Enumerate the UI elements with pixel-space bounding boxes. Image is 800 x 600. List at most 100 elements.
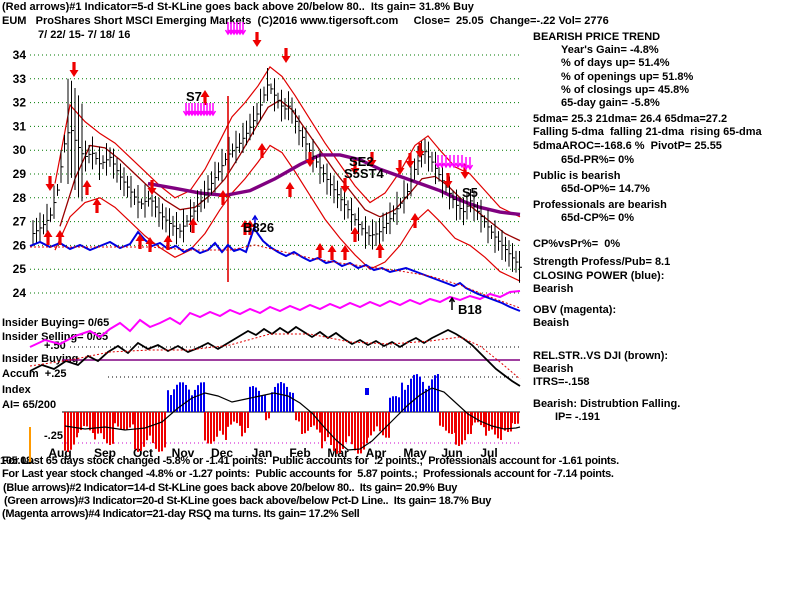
- rsq-sell-arrow-icon: [185, 110, 193, 117]
- rsq-sell-arrow-icon: [188, 110, 196, 117]
- buy-signal-arrow-icon: [218, 190, 228, 205]
- stat-line: % of days up= 51.4%: [561, 57, 670, 69]
- y-axis-tick-label: 32: [13, 96, 27, 110]
- rsq-sell-arrow-icon: [194, 110, 202, 117]
- rsq-sell-arrow-icon: [233, 29, 241, 36]
- ma21-line: [59, 99, 521, 242]
- indicator4-legend: (Magenta arrows)#4 Indicator=21-day RSQ …: [2, 508, 360, 520]
- rsq-sell-arrow-icon: [206, 110, 214, 117]
- sell-signal-arrow-icon: [281, 48, 291, 63]
- sell-signal-arrow-icon: [45, 176, 55, 191]
- buy-signal-arrow-icon: [410, 213, 420, 228]
- stat-line: Falling 5-dma falling 21-dma rising 65-d…: [533, 126, 762, 138]
- stat-line: IP= -.191: [555, 411, 600, 423]
- buy-signal-arrow-icon: [327, 245, 337, 260]
- indicator1-legend: (Red arrows)#1 Indicator=5-d St-KLine go…: [2, 1, 474, 13]
- stat-line: % of openings up= 51.8%: [561, 71, 694, 83]
- stat-line: 65d-PR%= 0%: [561, 154, 635, 166]
- buy-signal-arrow-icon: [92, 198, 102, 213]
- buy-signal-arrow-icon: [240, 220, 250, 235]
- overlapped-price-text: 105.08: [0, 455, 32, 467]
- buy-signal-arrow-icon: [43, 230, 53, 245]
- blue-buy-arrow-icon: [251, 214, 259, 221]
- y-axis-tick-label: 34: [13, 48, 27, 62]
- stat-line: 5dmaAROC=-168.6 % PivotP= 25.55: [533, 140, 722, 152]
- stat-line: % of closings up= 45.8%: [561, 84, 690, 96]
- buy-signal-arrow-icon: [350, 227, 360, 242]
- rsq-sell-arrow-icon: [239, 29, 247, 36]
- minus25-level-label: -.25: [44, 430, 63, 442]
- sell-signal-arrow-icon: [415, 143, 425, 158]
- lower-band-line: [54, 144, 521, 282]
- stat-line: 65-day gain= -5.8%: [561, 97, 660, 109]
- stat-line: Bearish: [533, 363, 574, 375]
- y-axis-tick-label: 28: [13, 191, 27, 205]
- statistics-panel: BEARISH PRICE TREND Year's Gain= -4.8%% o…: [533, 0, 799, 440]
- sell-signal-arrow-icon: [367, 152, 377, 167]
- stat-line: BEARISH PRICE TREND: [533, 31, 661, 43]
- buy-signal-arrow-icon: [55, 230, 65, 245]
- y-axis-tick-label: 33: [13, 72, 27, 86]
- buy-signal-arrow-icon: [315, 243, 325, 258]
- rsq-sell-arrow-icon: [227, 29, 235, 36]
- rsq-sell-arrow-icon: [454, 162, 462, 169]
- sell-signal-arrow-icon: [340, 178, 350, 193]
- ai-ratio-label: AI= 65/200: [2, 399, 57, 411]
- rsq-sell-arrow-icon: [438, 162, 446, 169]
- buy-signal-arrow-icon: [375, 243, 385, 258]
- accounts-year-line: For Last year stock changed -4.8% or -1.…: [2, 468, 614, 480]
- rsq-sell-arrow-icon: [458, 162, 466, 169]
- sell-signal-arrow-icon: [443, 173, 453, 188]
- cp-dotted-ma-line: [30, 244, 521, 309]
- oscillator-blue-marker: [365, 388, 369, 395]
- rsq-sell-arrow-icon: [442, 162, 450, 169]
- date-range: 7/ 22/ 15- 7/ 18/ 16: [38, 29, 131, 41]
- stat-line: Bearish: Distrubtion Falling.: [533, 398, 681, 410]
- insider-buying-label: Insider Buying: [2, 353, 79, 365]
- black-up-arrow-icon: [448, 296, 456, 303]
- buy-signal-arrow-icon: [257, 143, 267, 158]
- stat-line: Bearish: [533, 283, 574, 295]
- stat-line: CP%vsPr%= 0%: [533, 238, 621, 250]
- sell-signal-arrow-icon: [147, 180, 157, 195]
- rsq-sell-arrow-icon: [209, 110, 217, 117]
- indicator2-legend: (Blue arrows)#2 Indicator=14-d St-KLine …: [3, 482, 458, 494]
- accounts-65day-line: For Last 65 days stock changed -5.8% or …: [2, 455, 619, 467]
- stat-line: CLOSING POWER (blue):: [533, 270, 665, 282]
- stat-line: ITRS=-.158: [533, 376, 590, 388]
- stat-line: 65d-CP%= 0%: [561, 212, 635, 224]
- sell-signal-arrow-icon: [69, 62, 79, 77]
- rsq-sell-arrow-icon: [203, 110, 211, 117]
- rsq-sell-arrow-icon: [462, 164, 470, 171]
- plus50-level-label: +.50: [44, 340, 66, 352]
- y-axis-tick-label: 31: [13, 119, 27, 133]
- signal-label: B18: [458, 302, 482, 317]
- stat-line: Beaish: [533, 317, 570, 329]
- sell-signal-arrow-icon: [305, 152, 315, 167]
- stat-line: Strength Profess/Pub= 8.1: [533, 256, 671, 268]
- buy-signal-arrow-icon: [340, 245, 350, 260]
- rsq-sell-arrow-icon: [191, 110, 199, 117]
- buy-signal-arrow-icon: [135, 234, 145, 249]
- buy-signal-arrow-icon: [285, 182, 295, 197]
- indicator3-legend: (Green arrows)#3 Indicator=20-d St-KLine…: [4, 495, 492, 507]
- rsq-sell-arrow-icon: [224, 29, 232, 36]
- stat-line: Professionals are bearish: [533, 199, 667, 211]
- rsq-sell-arrow-icon: [230, 29, 238, 36]
- signal-label: B826: [243, 220, 274, 235]
- rsq-sell-arrow-icon: [200, 110, 208, 117]
- buy-signal-arrow-icon: [188, 218, 198, 233]
- y-axis-tick-label: 26: [13, 238, 27, 252]
- stat-line: OBV (magenta):: [533, 304, 617, 316]
- sell-signal-arrow-icon: [252, 32, 262, 47]
- ma65-thick-line: [147, 153, 521, 217]
- signal-label: SE2: [349, 154, 374, 169]
- stat-line: Public is bearish: [533, 170, 621, 182]
- y-axis-tick-label: 25: [13, 262, 27, 276]
- buy-signal-arrow-icon: [200, 90, 210, 105]
- closing-power-line: [29, 225, 521, 312]
- buy-signal-arrow-icon: [245, 220, 255, 235]
- oscillator-slow-line: [64, 387, 521, 451]
- signal-label: S7: [186, 89, 202, 104]
- buy-signal-arrow-icon: [82, 180, 92, 195]
